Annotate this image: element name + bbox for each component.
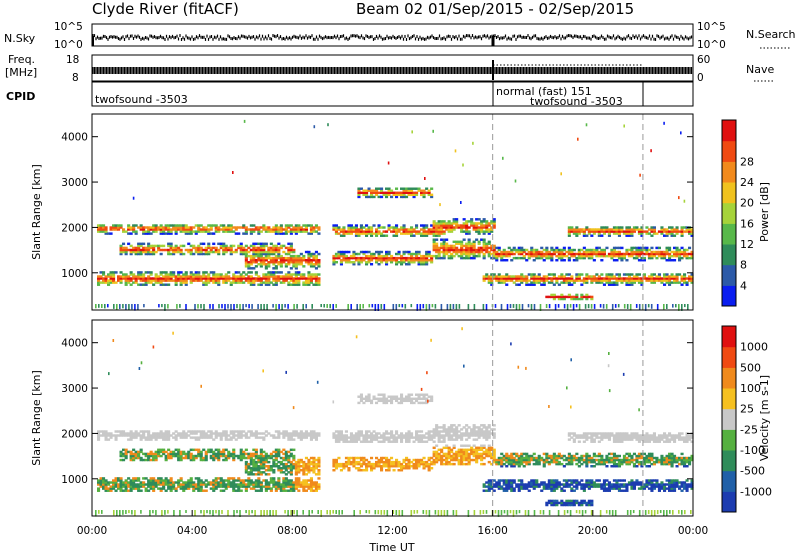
colorbar-swatch xyxy=(722,491,736,513)
nave-tick-top: 60 xyxy=(697,54,710,66)
freq-label: Freq. xyxy=(8,53,35,66)
freq-unit-label: [MHz] xyxy=(5,66,37,79)
freq-strip: Freq. [MHz] 18 8 60 0 Nave xyxy=(5,53,774,84)
y-tick-label: 3000 xyxy=(61,383,88,395)
power-colorbar-label: Power [dB] xyxy=(758,182,771,242)
cpid-segment-2: normal (fast) 151 xyxy=(496,85,592,98)
nsky-label: N.Sky xyxy=(4,32,36,45)
x-tick-label: 20:00 xyxy=(578,525,608,537)
nave-label: Nave xyxy=(746,63,774,76)
nsky-trace xyxy=(92,34,693,46)
nsky-tick-bottom: 10^0 xyxy=(54,39,83,51)
colorbar-swatch xyxy=(722,161,736,183)
cpid-segment-3: twofsound -3503 xyxy=(530,95,623,108)
x-tick-label: 04:00 xyxy=(177,525,207,537)
colorbar-tick-label: 16 xyxy=(740,217,754,230)
x-tick-label: 08:00 xyxy=(277,525,307,537)
colorbar-swatch xyxy=(722,140,736,162)
colorbar-tick-label: -25 xyxy=(740,423,758,436)
colorbar-swatch xyxy=(722,388,736,410)
y-tick-label: 1000 xyxy=(61,474,88,486)
velocity-ylabel: Slant Range [km] xyxy=(30,370,43,466)
beam-date-label: Beam 02 01/Sep/2015 - 02/Sep/2015 xyxy=(356,0,634,18)
colorbar-swatch xyxy=(722,470,736,492)
velocity-colorbar-label: Velocity [m s-1] xyxy=(758,375,771,461)
colorbar-tick-label: -500 xyxy=(740,465,765,478)
power-y-axis: 1000 2000 3000 4000 xyxy=(61,132,693,280)
nsearch-tick-bottom: 10^0 xyxy=(697,39,726,51)
colorbar-tick-label: 20 xyxy=(740,197,754,210)
colorbar-tick-label: 28 xyxy=(740,155,754,168)
velocity-colorbar: 1000 500 100 25 -25 -100 -500 -1000 xyxy=(721,325,772,513)
y-tick-label: 3000 xyxy=(61,177,88,189)
y-tick-label: 2000 xyxy=(61,428,88,440)
power-ylabel: Slant Range [km] xyxy=(30,164,43,260)
colorbar-swatch xyxy=(722,202,736,224)
freq-tick-bottom: 8 xyxy=(72,72,79,84)
x-tick-label: 00:00 xyxy=(678,525,708,537)
x-tick-label: 12:00 xyxy=(377,525,407,537)
colorbar-tick-label: 25 xyxy=(740,403,754,416)
colorbar-swatch xyxy=(722,429,736,451)
colorbar-tick-label: 12 xyxy=(740,238,754,251)
velocity-panel: 1000 2000 3000 4000 00:00 04:00 08:00 12:00 16:… xyxy=(30,319,772,554)
y-tick-label: 4000 xyxy=(61,132,88,144)
nsky-tick-top: 10^5 xyxy=(54,21,83,33)
y-tick-label: 2000 xyxy=(61,222,88,234)
colorbar-swatch xyxy=(722,326,736,348)
nsky-strip: N.Sky 10^5 10^0 10^5 10^0 N.Search xyxy=(4,21,796,51)
colorbar-tick-label: -1000 xyxy=(740,485,772,498)
colorbar-tick-label: 24 xyxy=(740,176,754,189)
colorbar-swatch xyxy=(722,264,736,286)
figure-title: Clyde River (fitACF) xyxy=(92,0,239,18)
x-tick-label: 16:00 xyxy=(478,525,508,537)
colorbar-swatch xyxy=(722,244,736,266)
colorbar-swatch xyxy=(722,182,736,204)
colorbar-swatch xyxy=(722,346,736,368)
nsearch-label: N.Search xyxy=(746,28,796,41)
power-cells xyxy=(95,114,694,311)
colorbar-swatch xyxy=(722,223,736,245)
nsearch-tick-top: 10^5 xyxy=(697,21,726,33)
colorbar-tick-label: -100 xyxy=(740,444,765,457)
freq-trace xyxy=(92,60,693,80)
y-tick-label: 1000 xyxy=(61,268,88,280)
velocity-xlabel: Time UT xyxy=(368,541,414,554)
colorbar-swatch xyxy=(722,120,736,142)
colorbar-tick-label: 500 xyxy=(740,361,761,374)
colorbar-swatch xyxy=(722,408,736,430)
cpid-segment-1: twofsound -3503 xyxy=(95,93,188,106)
y-tick-label: 4000 xyxy=(61,338,88,350)
cpid-label: CPID xyxy=(6,90,35,103)
colorbar-swatch xyxy=(722,367,736,389)
freq-tick-top: 18 xyxy=(66,54,79,66)
velocity-x-axis: 00:00 04:00 08:00 12:00 16:00 20:00 00:00 xyxy=(77,510,708,537)
power-colorbar: 4 8 12 16 20 24 28 xyxy=(721,119,754,307)
colorbar-tick-label: 100 xyxy=(740,382,761,395)
nave-tick-bottom: 0 xyxy=(697,72,704,84)
cpid-strip: CPID twofsound -3503 normal (fast) 151 t… xyxy=(6,81,694,108)
colorbar-tick-label: 8 xyxy=(740,259,747,272)
power-panel: 1000 2000 3000 4000 Slant Range [km] 4 8 12 16… xyxy=(30,113,771,311)
colorbar-tick-label: 4 xyxy=(740,279,747,292)
colorbar-swatch xyxy=(722,285,736,307)
colorbar-swatch xyxy=(722,450,736,472)
colorbar-tick-label: 1000 xyxy=(740,341,768,354)
velocity-cells xyxy=(95,320,694,517)
x-tick-label: 00:00 xyxy=(77,525,107,537)
velocity-y-axis: 1000 2000 3000 4000 xyxy=(61,338,693,486)
